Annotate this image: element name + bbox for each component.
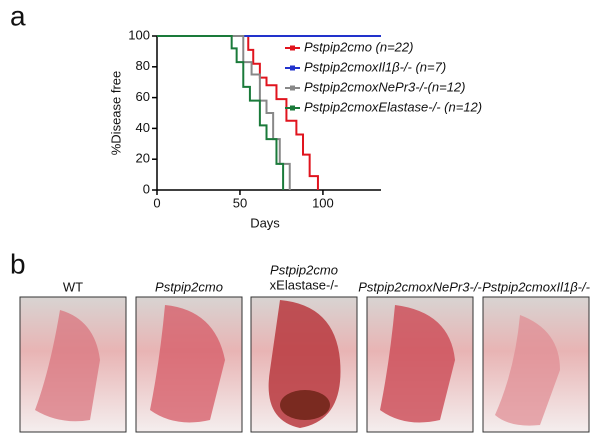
legend-label: Pstpip2cmoxIl1β-/- (n=7) (304, 59, 446, 74)
y-tick-label: 80 (136, 58, 150, 73)
legend-label: Pstpip2cmoxElastase-/- (n=12) (304, 99, 482, 114)
legend-marker (290, 85, 295, 91)
legend-marker (290, 45, 295, 51)
y-tick-label: 0 (143, 181, 150, 196)
y-tick-label: 40 (136, 120, 150, 135)
survival-curve (157, 35, 319, 190)
legend-label: Pstpip2cmo (n=22) (304, 39, 413, 54)
x-axis-label: Days (250, 215, 280, 230)
x-tick-label: 0 (153, 195, 160, 210)
photo (482, 296, 590, 433)
legend-marker (290, 105, 295, 111)
photos (19, 296, 590, 433)
photo-label: Pstpip2cmoxNePr3-/- (358, 279, 482, 294)
photo (250, 296, 358, 433)
survival-curve (157, 35, 291, 190)
y-tick-label: 20 (136, 151, 150, 166)
panel-label: b (10, 248, 26, 279)
x-tick-label: 100 (312, 195, 334, 210)
x-tick-label: 50 (233, 195, 247, 210)
photo-label: Pstpip2cmo (155, 279, 223, 294)
photo-label: xElastase-/- (270, 277, 339, 292)
photo (366, 296, 474, 433)
photo-label: Pstpip2cmoxIl1β-/- (482, 279, 591, 294)
survival-curve (157, 35, 285, 190)
legend-marker (290, 65, 295, 71)
photo (19, 296, 127, 433)
legend-label: Pstpip2cmoxNePr3-/-(n=12) (304, 79, 465, 94)
y-tick-label: 100 (128, 27, 150, 42)
panel-label: a (10, 0, 26, 31)
photo-label: WT (63, 279, 83, 294)
photo-label: Pstpip2cmo (270, 262, 338, 277)
photo (135, 296, 243, 433)
y-tick-label: 60 (136, 89, 150, 104)
y-axis-label: %Disease free (108, 71, 123, 156)
